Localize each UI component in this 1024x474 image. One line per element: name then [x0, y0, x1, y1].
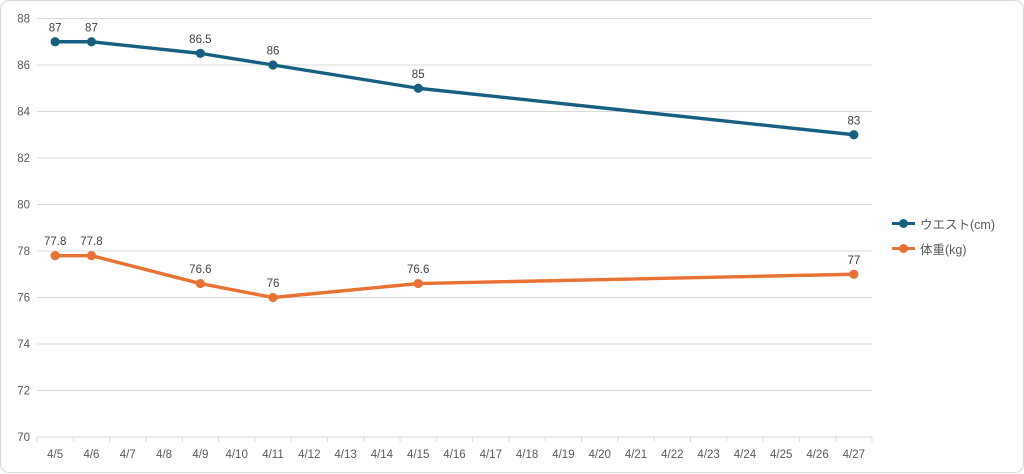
x-axis-label: 4/9	[192, 449, 208, 461]
x-axis-label: 4/20	[589, 449, 611, 461]
y-axis-label: 82	[17, 153, 30, 165]
y-axis-label: 78	[17, 246, 30, 258]
legend: ウエスト(cm) 体重(kg)	[892, 212, 995, 260]
waist-data-label: 87	[85, 22, 98, 34]
waist-data-point[interactable]	[50, 37, 60, 47]
waist-data-point[interactable]	[413, 83, 423, 93]
legend-item-waist[interactable]: ウエスト(cm)	[892, 212, 995, 235]
x-axis-label: 4/12	[298, 449, 320, 461]
weight-data-point[interactable]	[268, 292, 278, 303]
waist-data-label: 87	[49, 22, 62, 34]
y-axis-label: 80	[17, 200, 30, 212]
weight-data-label: 77.8	[80, 236, 102, 248]
y-axis-label: 86	[17, 60, 30, 72]
weight-data-label: 76	[267, 278, 280, 290]
waist-series-line[interactable]	[53, 40, 856, 137]
x-axis-label: 4/10	[225, 449, 247, 461]
weight-data-point[interactable]	[86, 251, 97, 261]
weight-data-point[interactable]	[50, 251, 60, 261]
weight-data-label: 76.6	[407, 264, 429, 276]
y-axis-label: 76	[17, 293, 30, 305]
x-axis-label: 4/7	[120, 449, 136, 461]
waist-data-label: 83	[847, 115, 860, 127]
waist-data-point[interactable]	[849, 130, 859, 140]
y-axis-label: 72	[17, 386, 30, 398]
weight-series-swatch-icon	[892, 244, 915, 253]
waist-data-point[interactable]	[195, 48, 205, 58]
x-axis-label: 4/18	[516, 449, 538, 461]
weight-data-label: 77.8	[44, 236, 66, 248]
x-axis-label: 4/8	[156, 449, 172, 461]
waist-data-point[interactable]	[268, 60, 278, 70]
weight-series-line[interactable]	[53, 253, 856, 300]
x-axis-label: 4/15	[407, 449, 429, 461]
x-axis-label: 4/11	[262, 449, 284, 461]
x-axis-label: 4/17	[480, 449, 502, 461]
y-axis-label: 88	[17, 14, 30, 26]
waist-series-swatch-icon	[892, 219, 915, 228]
waist-data-point[interactable]	[86, 37, 97, 47]
y-axis-label: 84	[17, 107, 30, 119]
legend-label-weight: 体重(kg)	[920, 243, 967, 257]
weight-data-label: 76.6	[189, 264, 211, 276]
x-axis-label: 4/16	[443, 449, 465, 461]
legend-label-waist: ウエスト(cm)	[920, 218, 995, 232]
weight-data-point[interactable]	[195, 278, 205, 289]
x-axis-label: 4/24	[734, 449, 757, 461]
waist-data-label: 86	[267, 46, 280, 58]
y-axis-label: 74	[17, 339, 30, 351]
waist-data-label: 85	[412, 69, 425, 81]
weight-data-point[interactable]	[413, 278, 423, 289]
x-axis-label: 4/5	[47, 449, 63, 461]
weight-data-point[interactable]	[849, 269, 859, 279]
legend-item-weight[interactable]: 体重(kg)	[892, 237, 995, 260]
x-axis-label: 4/23	[697, 449, 719, 461]
x-axis-label: 4/25	[770, 449, 792, 461]
x-axis-label: 4/6	[83, 449, 99, 461]
x-axis-label: 4/27	[843, 449, 865, 461]
weight-data-label: 77	[847, 255, 860, 267]
x-axis-label: 4/21	[625, 449, 647, 461]
x-axis-label: 4/26	[806, 449, 828, 461]
x-axis-label: 4/22	[661, 449, 683, 461]
x-axis-label: 4/13	[334, 449, 356, 461]
x-axis-label: 4/14	[371, 449, 394, 461]
waist-data-label: 86.5	[189, 34, 211, 46]
x-axis-label: 4/19	[552, 449, 574, 461]
y-axis-label: 70	[17, 432, 30, 444]
